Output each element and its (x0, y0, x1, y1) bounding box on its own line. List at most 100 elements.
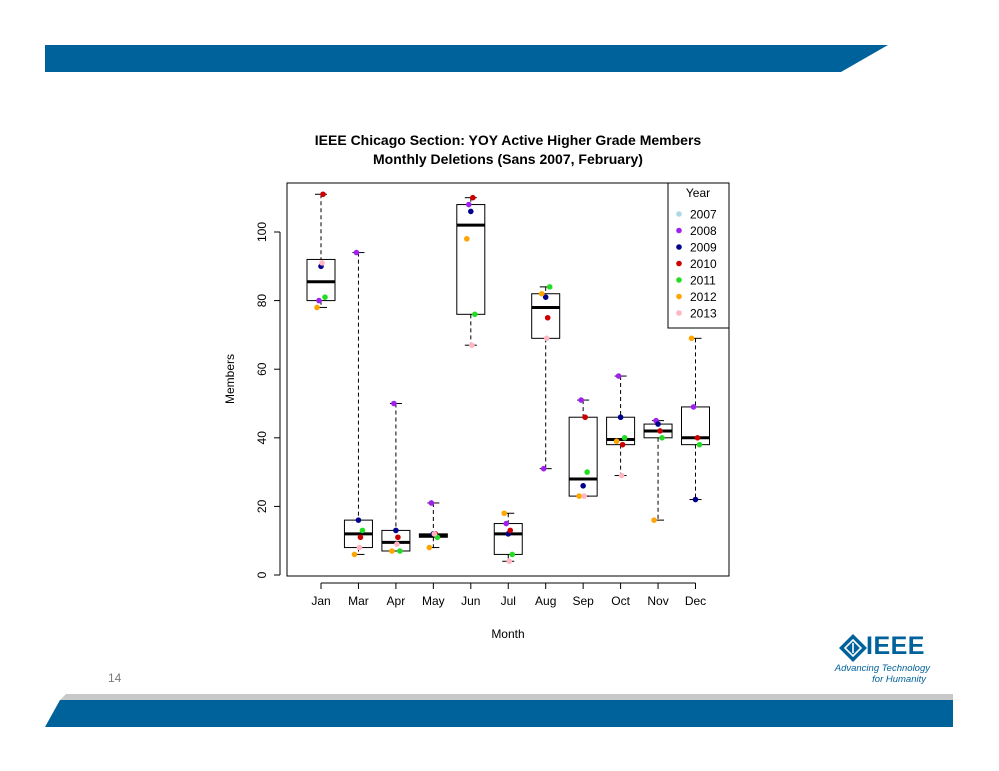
point-sep-2011 (584, 469, 590, 475)
point-apr-2012 (389, 548, 395, 554)
point-nov-2011 (659, 435, 665, 441)
point-jan-2013 (319, 260, 325, 266)
top-band (45, 45, 888, 72)
box-jan (306, 193, 336, 308)
y-tick-label: 20 (255, 499, 269, 513)
x-tick-label: Nov (647, 594, 668, 608)
point-jul-2013 (506, 558, 513, 565)
legend-label-2010: 2010 (690, 257, 717, 271)
box-sep (568, 399, 598, 497)
legend: Year 2007 2008 2009 2010 2011 2012 2013 (667, 182, 730, 329)
legend-label-2007: 2007 (690, 208, 717, 222)
x-axis: Jan Mar Apr May Jun Jul Aug Sep Oct Nov Dec (311, 582, 706, 608)
x-tick-label: Aug (535, 594, 556, 608)
point-aug-2008 (540, 465, 547, 472)
y-axis: 0 20 40 60 80 100 (255, 222, 281, 578)
point-mar-2010 (357, 534, 364, 541)
legend-box (667, 182, 730, 329)
point-jul-2012 (501, 510, 508, 517)
data-points (314, 191, 703, 565)
point-jul-2008 (503, 520, 510, 527)
point-dec-2010 (694, 435, 701, 441)
x-tick-label: May (422, 594, 445, 608)
point-oct-2008 (615, 373, 622, 379)
bottom-band (45, 700, 953, 727)
ieee-logo: IEEE Advancing Technology for Humanity (832, 630, 942, 690)
point-mar-2008 (353, 249, 360, 256)
point-oct-2009 (617, 414, 624, 421)
point-mar-2012 (351, 551, 358, 558)
box-dec (681, 337, 710, 501)
point-may-2013 (431, 531, 438, 537)
point-apr-2011 (397, 548, 403, 554)
point-jul-2011 (509, 551, 516, 558)
point-jan-2010 (320, 191, 326, 198)
ieee-tagline-2: for Humanity (872, 674, 926, 685)
point-sep-2010 (582, 414, 588, 421)
point-mar-2009 (355, 517, 362, 523)
ieee-diamond-icon (839, 634, 867, 662)
legend-marker-2011 (676, 277, 682, 283)
box-oct (606, 375, 636, 477)
point-aug-2011 (546, 284, 553, 290)
point-sep-2009 (580, 483, 586, 489)
slide-number: 14 (108, 671, 122, 685)
iqr-box (493, 523, 523, 555)
bottom-gray-band (60, 694, 953, 700)
point-nov-2009 (655, 421, 661, 427)
point-nov-2010 (657, 428, 663, 434)
legend-marker-2013 (676, 310, 682, 316)
legend-marker-2007 (676, 211, 682, 217)
y-tick-label: 60 (255, 362, 269, 376)
x-tick-label: Apr (387, 594, 406, 608)
ieee-wordmark: IEEE (866, 632, 925, 660)
x-tick-label: Mar (348, 594, 369, 608)
legend-entries: 2007 2008 2009 2010 2011 2012 2013 (676, 208, 717, 321)
legend-label-2008: 2008 (690, 224, 717, 238)
y-tick-label: 80 (255, 294, 269, 308)
point-dec-2008 (690, 404, 697, 410)
y-tick-label: 40 (255, 431, 269, 445)
legend-label-2012: 2012 (690, 290, 717, 304)
point-jan-2012 (314, 304, 320, 311)
point-aug-2012 (538, 290, 545, 297)
point-oct-2011 (621, 435, 628, 441)
y-tick-label: 100 (255, 222, 269, 242)
box-jul (493, 512, 523, 562)
point-jun-2008 (466, 201, 472, 208)
iqr-box (381, 529, 411, 552)
box-nov (643, 420, 673, 521)
iqr-box (456, 204, 486, 315)
legend-label-2009: 2009 (690, 241, 717, 255)
legend-label-2011: 2011 (690, 274, 716, 288)
point-may-2012 (426, 544, 433, 551)
point-sep-2013 (581, 493, 587, 499)
chart-title-line2: Monthly Deletions (Sans 2007, February) (373, 151, 643, 167)
plot-area (286, 182, 730, 577)
legend-label-2013: 2013 (690, 307, 717, 321)
point-jul-2010 (507, 527, 514, 534)
point-apr-2013 (394, 541, 400, 547)
x-axis-label: Month (491, 627, 524, 641)
point-aug-2013 (543, 335, 550, 342)
point-oct-2010 (619, 441, 626, 448)
legend-title: Year (686, 186, 710, 200)
point-jun-2010 (470, 194, 476, 201)
x-tick-label: Jun (461, 594, 480, 608)
point-apr-2009 (393, 527, 399, 534)
point-jan-2008 (316, 297, 322, 304)
point-jun-2011 (472, 311, 478, 318)
legend-marker-2010 (676, 260, 682, 267)
boxes (306, 193, 710, 562)
ieee-tagline-1: Advancing Technology (834, 663, 930, 674)
point-oct-2013 (618, 472, 625, 479)
legend-marker-2012 (676, 293, 682, 300)
point-jun-2012 (464, 236, 470, 242)
point-aug-2010 (544, 314, 551, 321)
legend-marker-2009 (676, 244, 682, 250)
point-oct-2012 (613, 438, 620, 445)
y-tick-label: 0 (255, 571, 269, 578)
